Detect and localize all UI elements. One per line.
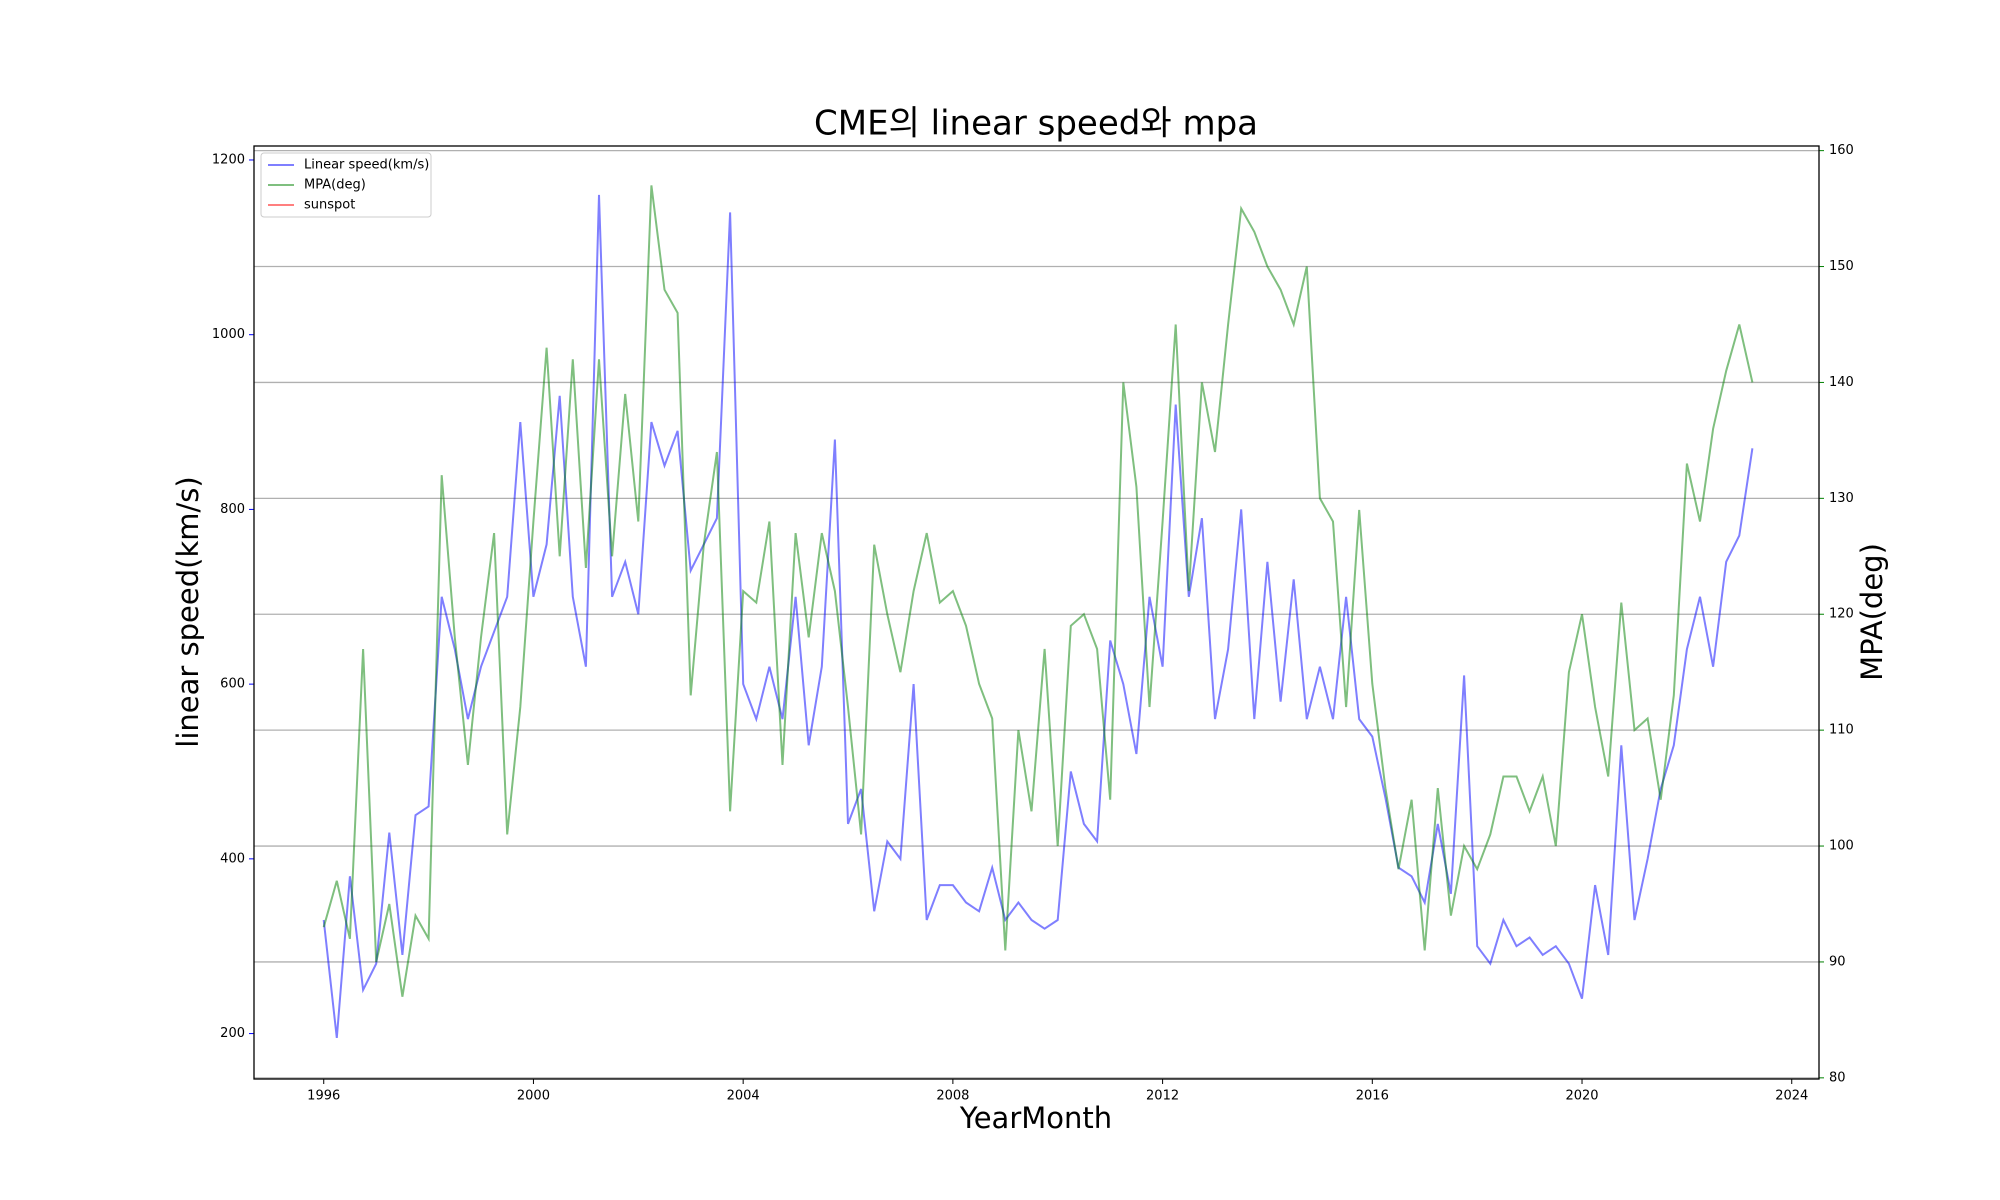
plot-frame xyxy=(253,145,1820,1080)
legend-label: MPA(deg) xyxy=(304,178,366,193)
y2-tick-label: 150 xyxy=(1829,259,1854,274)
x-tick-label: 1996 xyxy=(307,1089,340,1104)
y-tick-label: 400 xyxy=(220,851,245,866)
legend: Linear speed(km/s) MPA(deg) sunspot xyxy=(260,152,432,218)
legend-label: sunspot xyxy=(304,198,355,213)
y-tick-label: 200 xyxy=(220,1026,245,1041)
x-tick-label: 2024 xyxy=(1775,1089,1808,1104)
legend-label: Linear speed(km/s) xyxy=(304,158,429,173)
x-tick-label: 2020 xyxy=(1565,1089,1598,1104)
chart-title: CME의 linear speed와 mpa xyxy=(814,104,1258,144)
data-line xyxy=(322,194,1754,1039)
y-tick-label: 800 xyxy=(220,502,245,517)
x-tick-label: 2012 xyxy=(1146,1089,1179,1104)
y2-axis-label: MPA(deg) xyxy=(1855,543,1889,681)
y-tick-label: 1000 xyxy=(212,327,245,342)
y2-tick-label: 100 xyxy=(1829,839,1854,854)
y2-tick-label: 130 xyxy=(1829,491,1854,506)
x-tick-label: 2000 xyxy=(517,1089,550,1104)
y2-tick-label: 120 xyxy=(1829,607,1854,622)
x-tick-label: 2004 xyxy=(727,1089,760,1104)
legend-box xyxy=(260,152,432,218)
y-tick-label: 1200 xyxy=(212,152,245,167)
x-tick-label: 2008 xyxy=(936,1089,969,1104)
data-line xyxy=(322,185,1754,997)
y2-tick-label: 90 xyxy=(1829,954,1846,969)
y2-tick-label: 110 xyxy=(1829,723,1854,738)
y2-tick-label: 140 xyxy=(1829,375,1854,390)
x-tick-label: 2016 xyxy=(1356,1089,1389,1104)
y-tick-label: 600 xyxy=(220,677,245,692)
y2-tick-label: 160 xyxy=(1829,143,1854,158)
y-axis-label: linear speed(km/s) xyxy=(171,476,205,747)
y2-tick-label: 80 xyxy=(1829,1070,1846,1085)
x-axis-label: YearMonth xyxy=(959,1101,1112,1135)
